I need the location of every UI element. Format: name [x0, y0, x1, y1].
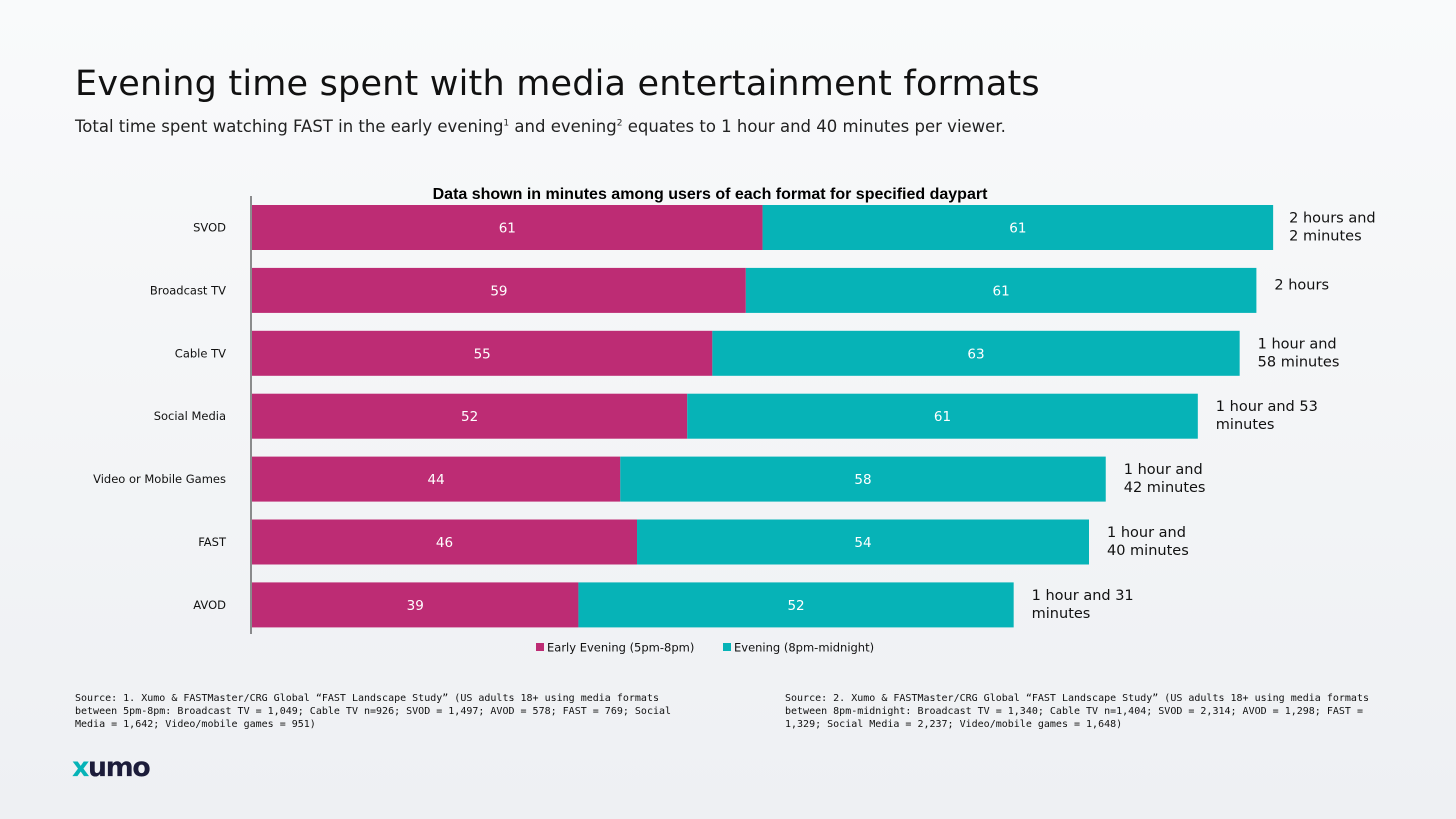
bar-evening	[762, 205, 1274, 250]
bar-early-evening	[252, 393, 688, 439]
total-label: 1 hour and 31	[1032, 588, 1134, 604]
bar-value-label: 52	[787, 598, 804, 614]
category-label: SVOD	[193, 221, 226, 235]
bar-early-evening	[252, 456, 621, 502]
bar-evening	[712, 330, 1240, 376]
logo-umo: umo	[87, 752, 151, 783]
bar-value-label: 54	[854, 535, 871, 551]
bar-value-label: 39	[407, 598, 424, 614]
total-label: minutes	[1216, 417, 1275, 433]
bar-value-label: 46	[436, 535, 453, 551]
footnote-ref-2: 2	[616, 118, 623, 129]
category-label: Broadcast TV	[150, 283, 226, 297]
bar-evening	[620, 456, 1106, 502]
bar-value-label: 61	[934, 409, 951, 425]
legend-early-evening-label: Early Evening (5pm-8pm)	[547, 641, 694, 655]
bar-value-label: 61	[993, 283, 1010, 299]
bar-evening	[637, 519, 1089, 565]
total-label: 42 minutes	[1124, 480, 1206, 496]
source-note-right: Source: 2. Xumo & FASTMaster/CRG Global …	[785, 693, 1369, 730]
bar-early-evening	[252, 582, 579, 628]
total-label: 2 minutes	[1289, 229, 1362, 245]
stacked-bar-chart: Data shown in minutes among users of eac…	[93, 186, 1376, 655]
bar-value-label: 55	[474, 346, 491, 362]
legend-early-evening-swatch	[536, 643, 544, 651]
logo-x: x	[72, 752, 89, 783]
subtitle-text-b: and evening	[509, 117, 617, 136]
total-label: 58 minutes	[1258, 354, 1340, 370]
total-label: 1 hour and	[1258, 336, 1337, 352]
bar-value-label: 63	[967, 346, 984, 362]
legend-evening-swatch	[723, 643, 731, 651]
bar-early-evening	[252, 330, 713, 376]
total-label: 2 hours	[1274, 277, 1329, 293]
bar-value-label: 52	[461, 409, 478, 425]
bar-value-label: 44	[428, 472, 445, 488]
category-label: Cable TV	[175, 346, 226, 360]
total-label: 1 hour and	[1124, 462, 1203, 478]
source-note-left: Source: 1. Xumo & FASTMaster/CRG Global …	[75, 693, 672, 730]
bar-value-label: 61	[499, 221, 516, 237]
page-subtitle: Total time spent watching FAST in the ea…	[75, 117, 1006, 136]
total-label: 1 hour and 53	[1216, 399, 1318, 415]
subtitle-text-a: Total time spent watching FAST in the ea…	[75, 117, 504, 136]
bar-early-evening	[252, 205, 763, 250]
bar-evening	[578, 582, 1014, 628]
bar-value-label: 61	[1009, 221, 1026, 237]
chart-title: Data shown in minutes among users of eac…	[433, 186, 988, 203]
total-label: 2 hours and	[1289, 211, 1376, 227]
category-label: Video or Mobile Games	[93, 472, 226, 486]
bar-value-label: 58	[854, 472, 871, 488]
bar-value-label: 59	[490, 283, 507, 299]
total-label: 1 hour and	[1107, 525, 1186, 541]
total-label: minutes	[1032, 606, 1091, 622]
legend-evening-label: Evening (8pm-midnight)	[734, 641, 874, 655]
page-title: Evening time spent with media entertainm…	[75, 64, 1040, 104]
bar-evening	[745, 267, 1257, 313]
bar-early-evening	[252, 267, 746, 313]
bar-early-evening	[252, 519, 638, 565]
xumo-logo: xumo	[72, 752, 151, 783]
category-label: AVOD	[193, 598, 226, 612]
subtitle-text-c: equates to 1 hour and 40 minutes per vie…	[622, 117, 1006, 136]
category-label: Social Media	[154, 409, 226, 423]
total-label: 40 minutes	[1107, 543, 1189, 559]
category-label: FAST	[198, 535, 227, 549]
bar-evening	[687, 393, 1198, 439]
footnote-ref-1: 1	[503, 118, 510, 129]
